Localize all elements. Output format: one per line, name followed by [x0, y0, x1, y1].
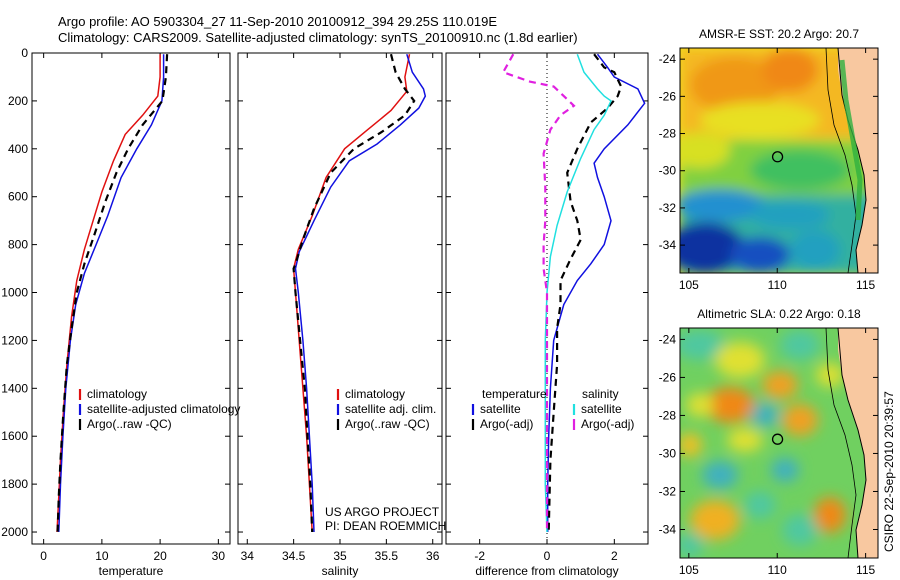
temperature-ytick-label: 600 [8, 190, 28, 204]
series-line [546, 53, 646, 532]
temperature-ytick-label: 1200 [1, 333, 28, 347]
sla_map-ytick-label: -24 [659, 332, 677, 346]
difference-xtick-label: 0 [544, 549, 551, 563]
legend-entry: Argo(..raw -QC) [345, 417, 430, 431]
temperature-ytick-label: 400 [8, 142, 28, 156]
temperature-ytick-label: 1800 [1, 477, 28, 491]
sst_map-ytick-label: -30 [659, 164, 677, 178]
legend-entry: satellite [581, 402, 622, 416]
legend-entry: satellite [480, 402, 521, 416]
chart-title-line-1: Argo profile: AO 5903304_27 11-Sep-2010 … [58, 14, 497, 29]
argo-float-marker [771, 433, 784, 445]
legend-heading-salinity: salinity [582, 387, 619, 401]
legend-entry: Argo(..raw -QC) [87, 417, 172, 431]
sst_map-xtick-label: 110 [768, 278, 787, 292]
sst_map-ytick-label: -28 [659, 127, 677, 141]
temperature-frame [31, 52, 231, 545]
temperature-ytick-label: 0 [21, 46, 28, 60]
temperature-ytick-label: 1400 [1, 381, 28, 395]
sst_map-xtick-label: 115 [856, 278, 875, 292]
temperature-ytick-label: 1600 [1, 429, 28, 443]
chart-title-line-2: Climatology: CARS2009. Satellite-adjuste… [58, 30, 578, 45]
timestamp-stamp: CSIRO 22-Sep-2010 20:39:57 [882, 391, 896, 552]
salinity-xtick-label: 34.5 [282, 549, 306, 563]
sla_map-xtick-label: 110 [768, 563, 787, 577]
series-line [544, 53, 612, 533]
series-line [294, 53, 427, 533]
legend-entry: satellite adj. clim. [345, 402, 436, 416]
sla-map-image [680, 328, 878, 558]
legend-entry: Argo(-adj) [581, 417, 634, 431]
sst_map-ytick-label: -32 [659, 201, 677, 215]
legend-entry: climatology [345, 387, 405, 401]
temperature-xtick-label: 10 [95, 549, 109, 563]
legend-heading-temperature: temperature [482, 387, 547, 401]
series-line [56, 54, 161, 533]
temperature-xlabel: temperature [99, 564, 164, 578]
sla_map-ytick-label: -30 [659, 446, 677, 460]
sla_map-xtick-label: 115 [856, 563, 875, 577]
series-line [292, 53, 416, 533]
temperature-ytick-label: 2000 [1, 525, 28, 539]
sst_map-title: AMSR-E SST: 20.2 Argo: 20.7 [699, 27, 859, 41]
credit-line: US ARGO PROJECT [325, 505, 440, 519]
salinity-xtick-label: 36 [426, 549, 440, 563]
legend-entry: climatology [87, 387, 147, 401]
sst_map-frame [679, 47, 879, 274]
temperature-xtick-label: 30 [212, 549, 226, 563]
legend-entry: Argo(-adj) [480, 417, 533, 431]
sst_map-xtick-label: 105 [679, 278, 699, 292]
sla_map-ytick-label: -34 [659, 522, 677, 536]
credit-line: PI: DEAN ROEMMICH [325, 519, 446, 533]
salinity-frame [237, 52, 443, 545]
sst_map-ytick-label: -34 [659, 238, 677, 252]
series-line [56, 54, 169, 533]
legend-entry: satellite-adjusted climatology [87, 402, 240, 416]
temperature-ytick-label: 200 [8, 94, 28, 108]
sla_map-xtick-label: 105 [679, 563, 699, 577]
difference-xlabel: difference from climatology [475, 564, 618, 578]
sla_map-title: Altimetric SLA: 0.22 Argo: 0.18 [697, 307, 861, 321]
difference-xtick-label: 2 [611, 549, 618, 563]
sst-map-image [680, 48, 878, 273]
salinity-xlabel: salinity [322, 564, 359, 578]
sla_map-frame [679, 327, 879, 559]
series-line [501, 53, 576, 532]
salinity-xtick-label: 35 [333, 549, 347, 563]
sst_map-ytick-label: -26 [659, 89, 677, 103]
sla_map-ytick-label: -28 [659, 408, 677, 422]
sla_map-ytick-label: -32 [659, 484, 677, 498]
temperature-ytick-label: 800 [8, 238, 28, 252]
sst_map-ytick-label: -24 [659, 52, 677, 66]
salinity-xtick-label: 34 [241, 549, 255, 563]
series-line [547, 53, 623, 533]
temperature-xtick-label: 0 [40, 549, 47, 563]
difference-xtick-label: -2 [474, 549, 485, 563]
argo-float-marker [771, 151, 784, 163]
sla_map-ytick-label: -26 [659, 370, 677, 384]
temperature-ytick-label: 1000 [1, 286, 28, 300]
salinity-xtick-label: 35.5 [375, 549, 399, 563]
temperature-xtick-label: 20 [153, 549, 167, 563]
